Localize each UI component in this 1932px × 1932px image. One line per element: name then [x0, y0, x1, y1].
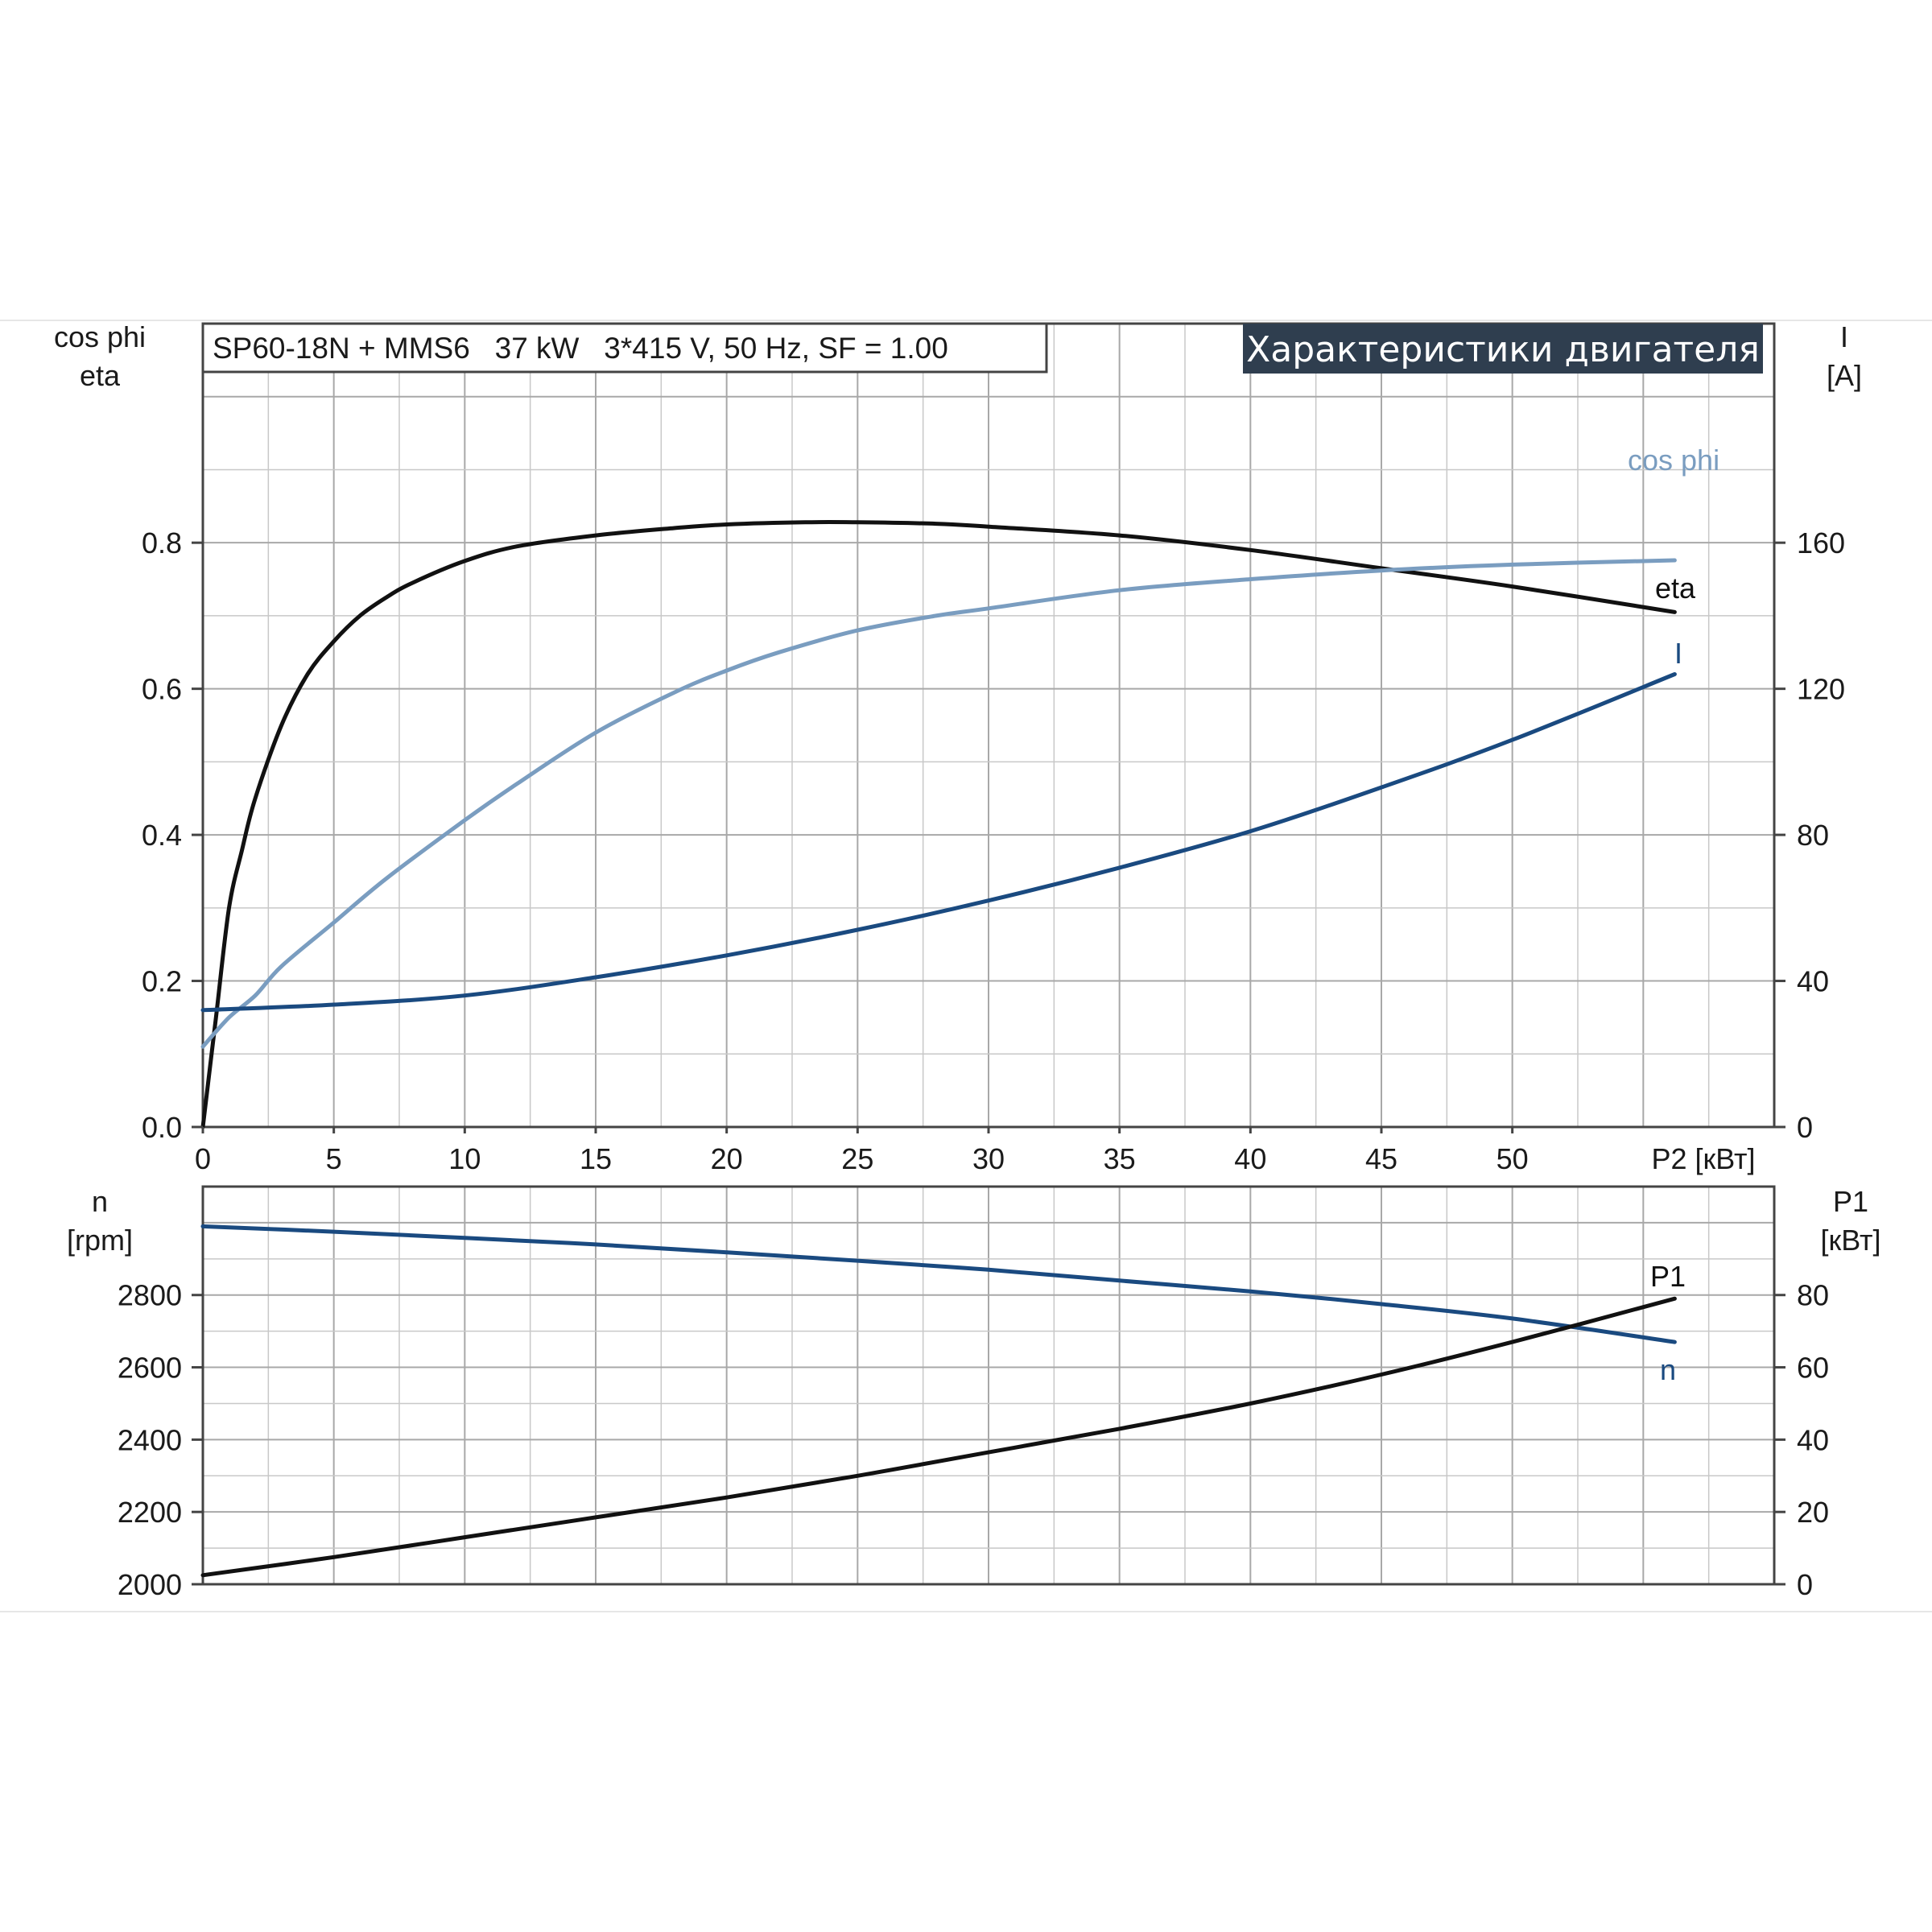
x-tick-label: 35	[1104, 1142, 1136, 1175]
series-label-p1: P1	[1650, 1260, 1686, 1293]
bottom-series	[200, 1224, 1677, 1578]
left-tick-label: 0.8	[142, 526, 182, 559]
banner	[1243, 324, 1763, 374]
right-tick-label: 0	[1797, 1568, 1813, 1601]
left-tick-label: 0.2	[142, 965, 182, 998]
left-tick-label: 0.4	[142, 819, 182, 852]
right-tick-label: 80	[1797, 819, 1829, 852]
right-tick-label: 160	[1797, 526, 1845, 559]
x-tick-label: 0	[195, 1142, 211, 1175]
series-line-n	[200, 1224, 1677, 1344]
series-label-cos-phi: cos phi	[1628, 444, 1719, 477]
series-line-eta	[200, 519, 1677, 1129]
info-box-text: SP60-18N + MMS6 37 kW 3*415 V, 50 Hz, SF…	[213, 332, 948, 365]
left-axis-label-cos-phi: cos phi	[54, 320, 146, 353]
x-tick-label: 50	[1496, 1142, 1529, 1175]
left-tick-label: 2400	[118, 1423, 182, 1456]
left-axis-label-n: n	[92, 1185, 108, 1218]
right-tick-label: 40	[1797, 965, 1829, 998]
left-tick-label: 0.0	[142, 1111, 182, 1144]
x-tick-label: 30	[972, 1142, 1005, 1175]
bottom-plot-frame	[201, 1185, 1776, 1586]
left-axis-label-eta: eta	[80, 359, 121, 392]
right-tick-label: 0	[1797, 1111, 1813, 1144]
left-tick-label: 2200	[118, 1496, 182, 1529]
right-axis-label-kw: [кВт]	[1820, 1224, 1880, 1257]
left-tick-label: 2800	[118, 1279, 182, 1312]
x-tick-label: 25	[841, 1142, 873, 1175]
right-tick-label: 80	[1797, 1279, 1829, 1312]
right-axis-label-i: I	[1840, 320, 1848, 353]
right-tick-label: 20	[1797, 1496, 1829, 1529]
right-tick-label: 40	[1797, 1423, 1829, 1456]
right-axis-label-ampere: [A]	[1827, 359, 1862, 392]
series-line-cos-phi	[200, 558, 1677, 1049]
x-tick-label: 45	[1365, 1142, 1397, 1175]
right-axis-label-p1: P1	[1833, 1185, 1868, 1218]
x-tick-label: 10	[448, 1142, 481, 1175]
x-tick-label: 5	[326, 1142, 342, 1175]
top-grid	[203, 324, 1774, 1127]
info-box	[201, 322, 1048, 374]
right-tick-label: 60	[1797, 1352, 1829, 1385]
series-line-p1	[200, 1296, 1677, 1578]
x-axis-label: P2 [кВт]	[1651, 1142, 1755, 1175]
series-line-i	[200, 672, 1677, 1013]
right-tick-label: 120	[1797, 673, 1845, 706]
x-tick-label: 20	[711, 1142, 743, 1175]
tick-labels: 0 5 10 15 20 25 30 35 40 45 50 0.0 0.2 0.4 0.6 0.8 0 40 80…	[118, 526, 1845, 1601]
top-series	[200, 519, 1677, 1129]
series-label-eta: eta	[1655, 572, 1696, 605]
series-label-n: n	[1660, 1353, 1676, 1386]
left-tick-label: 2000	[118, 1568, 182, 1601]
series-label-i: I	[1674, 637, 1682, 670]
bottom-grid	[203, 1187, 1774, 1584]
banner-title: Характеристики двигателя	[1246, 329, 1760, 370]
x-tick-label: 40	[1234, 1142, 1266, 1175]
x-tick-label: 15	[580, 1142, 612, 1175]
left-tick-label: 0.6	[142, 673, 182, 706]
left-axis-label-rpm: [rpm]	[67, 1224, 133, 1257]
left-tick-label: 2600	[118, 1352, 182, 1385]
